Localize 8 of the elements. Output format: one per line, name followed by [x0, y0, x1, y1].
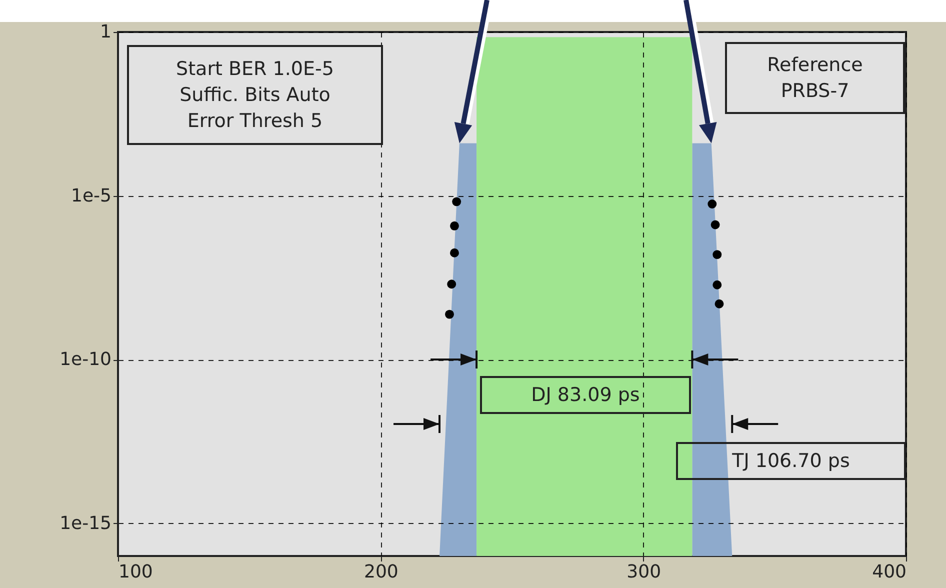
x-tick-label: 400 [872, 562, 906, 582]
x-tick-label: 200 [364, 562, 398, 582]
y-tick-label: 1e-10 [60, 349, 112, 370]
x-tick-label: 300 [626, 562, 662, 582]
y-tick-label: 1 [100, 22, 112, 42]
y-tick-label: 1e-5 [71, 185, 112, 206]
x-tick-label: 100 [118, 562, 153, 582]
y-tick-label: 1e-15 [60, 512, 112, 534]
